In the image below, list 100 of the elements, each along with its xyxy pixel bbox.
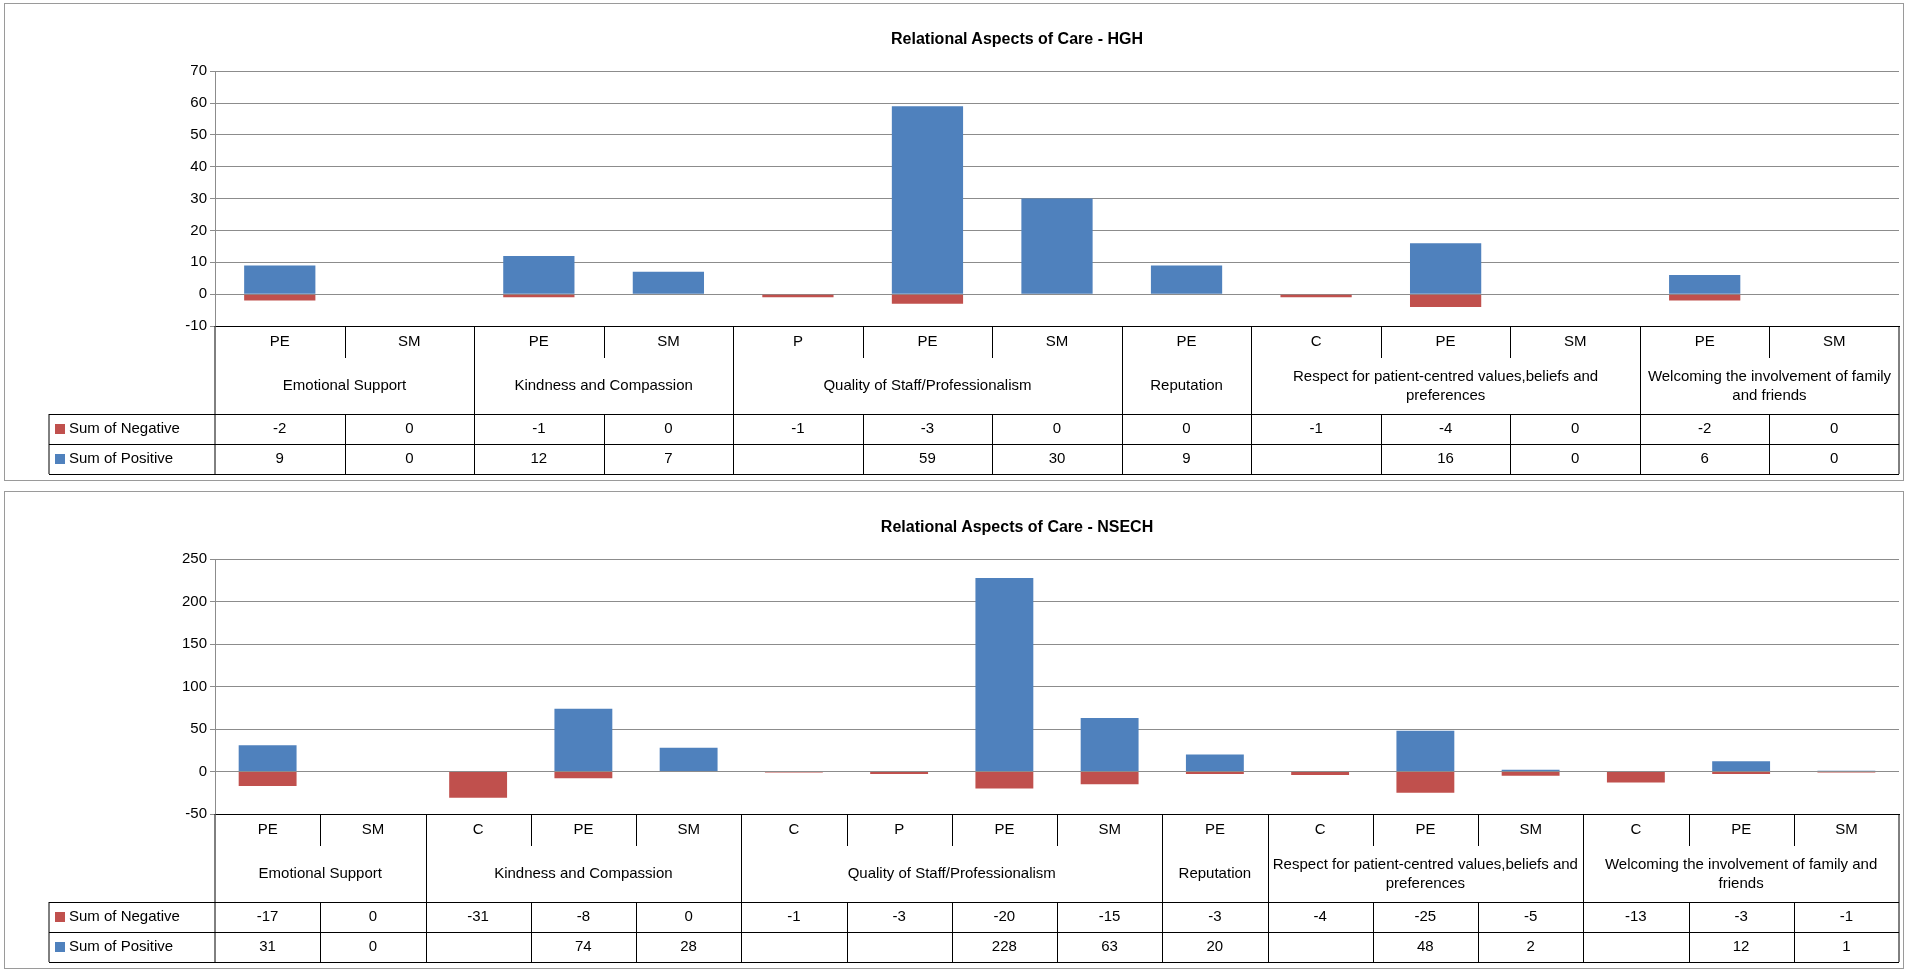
bar: [891, 294, 964, 304]
data-label: 12: [530, 449, 548, 467]
bar: [1396, 730, 1455, 772]
bar: [1712, 772, 1771, 775]
y-tick-label: 60: [190, 93, 207, 111]
x-tick-label: C: [1310, 332, 1322, 350]
data-label: -17: [256, 907, 279, 925]
data-label: 0: [1182, 419, 1191, 437]
x-tick-label: C: [1630, 820, 1642, 838]
x-tick-label: PE: [1694, 332, 1715, 350]
data-label: -3: [892, 907, 906, 925]
data-label: -1: [787, 907, 801, 925]
bar: [503, 255, 575, 294]
data-label: -3: [1208, 907, 1222, 925]
bar: [1669, 294, 1741, 301]
data-label: 0: [1830, 449, 1839, 467]
bar: [244, 294, 316, 301]
x-tick-label: C: [472, 820, 484, 838]
text: Welcoming the involvement of family and friends: [1647, 366, 1892, 403]
text: Respect for patient-centred values,beliefs and preferences: [1293, 366, 1599, 403]
bar: [1150, 265, 1223, 294]
data-label: -25: [1414, 907, 1437, 925]
x-tick-label: PE: [1435, 332, 1456, 350]
data-label: 74: [575, 937, 592, 955]
bar: [975, 772, 1034, 789]
data-label: 0: [405, 419, 414, 437]
data-label: -5: [1523, 907, 1538, 925]
text: Reputation: [1150, 376, 1223, 394]
data-label: -13: [1625, 907, 1647, 925]
y-tick-label: -10: [185, 316, 207, 334]
data-label: 59: [919, 449, 936, 467]
y-tick-label: 40: [190, 156, 207, 174]
y-tick-label: 70: [190, 61, 207, 79]
data-label: 16: [1437, 449, 1454, 467]
data-label: -31: [467, 907, 489, 925]
bar: [1291, 772, 1350, 775]
legend-label: Sum of Positive: [69, 937, 174, 955]
x-tick-label: PE: [1204, 820, 1225, 838]
legend-label: Sum of Negative: [69, 419, 180, 437]
y-tick-label: 10: [190, 252, 207, 270]
x-tick-label: PE: [1415, 820, 1436, 838]
y-tick-label: 30: [190, 188, 207, 206]
x-tick-label: PE: [528, 332, 549, 350]
x-tick-label: SM: [361, 820, 385, 838]
bar: [975, 577, 1034, 772]
x-tick-label: PE: [257, 820, 278, 838]
data-label: -8: [576, 907, 591, 925]
bar: [449, 772, 508, 798]
data-label: 28: [680, 937, 697, 955]
data-label: -3: [920, 419, 935, 437]
bar: [632, 271, 705, 294]
data-label: 7: [664, 449, 673, 467]
x-tick-label: PE: [573, 820, 594, 838]
bar: [1185, 754, 1244, 772]
text: Emotional Support: [282, 376, 408, 394]
bar: [659, 747, 718, 772]
x-tick-label: PE: [1731, 820, 1752, 838]
text: Reputation: [1178, 864, 1252, 882]
bar: [891, 106, 964, 294]
chart-title: Relational Aspects of Care - HGH: [891, 30, 1143, 48]
x-tick-label: P: [792, 332, 803, 350]
data-label: 63: [1101, 937, 1118, 955]
data-label: 228: [991, 937, 1017, 955]
x-tick-label: SM: [1519, 820, 1542, 838]
x-tick-label: SM: [1822, 332, 1846, 350]
data-label: 0: [368, 907, 378, 925]
x-tick-label: C: [788, 820, 800, 838]
data-label: -20: [993, 907, 1016, 925]
x-tick-label: SM: [657, 332, 680, 350]
data-label: -4: [1438, 419, 1453, 437]
text: Welcoming the involvement of family and friends: [1604, 854, 1878, 891]
data-label: -15: [1098, 907, 1121, 925]
chart-title: Relational Aspects of Care - NSECH: [880, 518, 1154, 536]
y-tick-label: 250: [181, 549, 207, 567]
data-label: -1: [532, 419, 546, 437]
text: Quality of Staff/Professionalism: [847, 864, 1056, 882]
text: Quality of Staff/Professionalism: [823, 376, 1032, 394]
data-label: 0: [1830, 419, 1839, 437]
x-tick-label: SM: [1835, 820, 1858, 838]
data-label: -4: [1313, 907, 1327, 925]
y-tick-label: 150: [181, 634, 207, 652]
text: Kindness and Compassion: [494, 864, 673, 882]
data-label: 6: [1700, 449, 1709, 467]
y-tick-label: 50: [190, 125, 207, 143]
legend-label: Sum of Negative: [69, 907, 180, 925]
data-label: 0: [1570, 449, 1580, 467]
bar: [554, 708, 613, 772]
data-label: 0: [368, 937, 378, 955]
legend-label: Sum of Positive: [69, 449, 174, 467]
data-label: -1: [1309, 419, 1323, 437]
y-tick-label: 50: [190, 719, 207, 737]
x-tick-label: PE: [994, 820, 1015, 838]
text: Respect for patient-centred values,beliefs and preferences: [1272, 854, 1578, 891]
x-tick-label: PE: [1176, 332, 1197, 350]
bar: [1396, 772, 1455, 793]
bar: [1669, 275, 1741, 294]
bar: [244, 265, 316, 294]
y-tick-label: 100: [181, 676, 207, 694]
x-tick-label: PE: [917, 332, 938, 350]
data-label: 0: [664, 419, 673, 437]
